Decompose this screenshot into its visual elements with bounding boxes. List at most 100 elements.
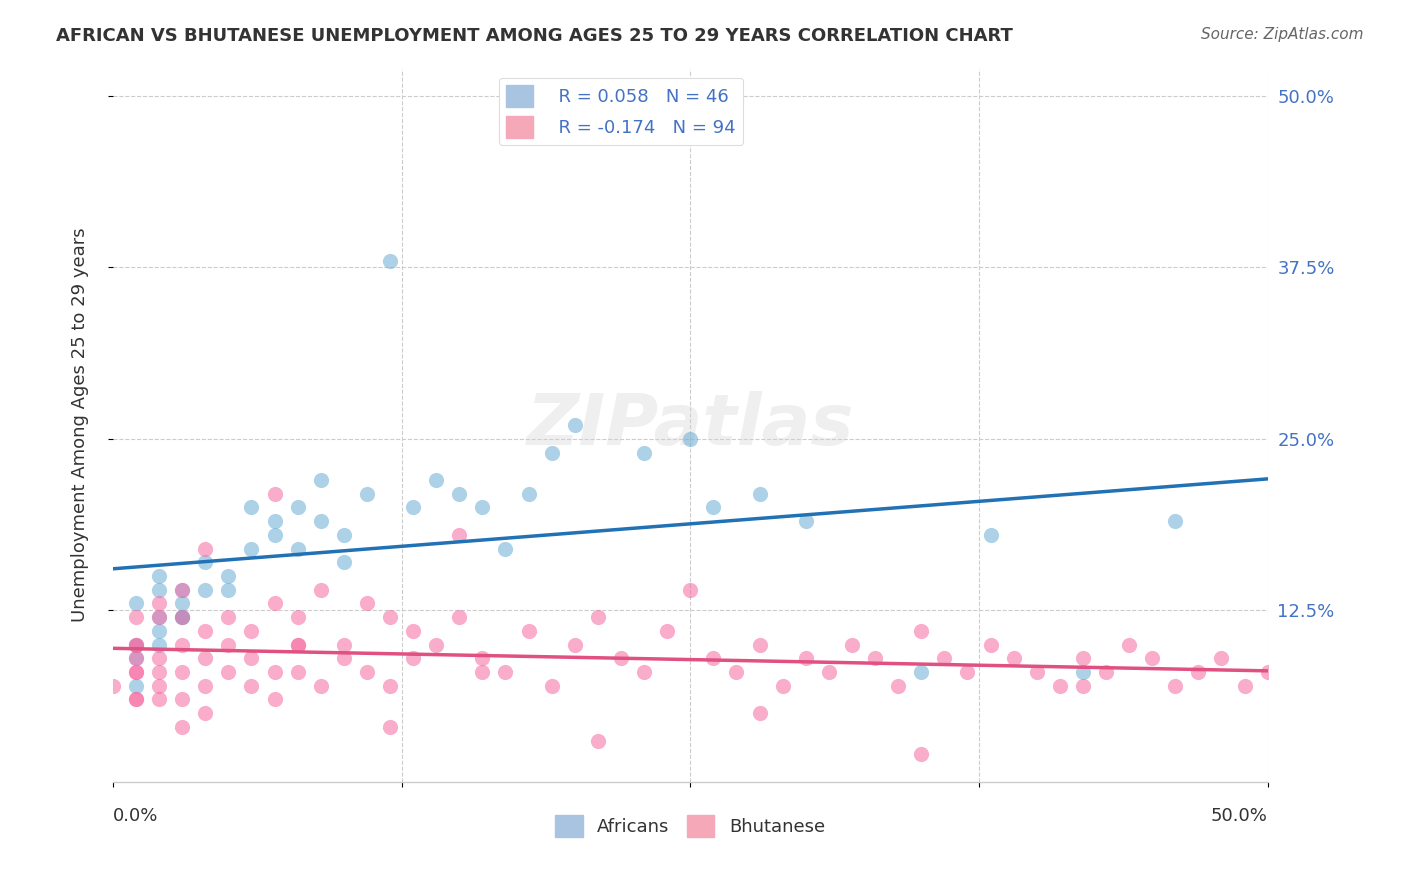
Point (841, 638, 863, 652)
Point (979, 528, 1001, 542)
Point (633, 445, 655, 459)
Point (1164, 679, 1187, 693)
Point (172, 610, 194, 624)
Point (1140, 651, 1163, 665)
Point (263, 486, 285, 500)
Point (240, 624, 263, 638)
Point (148, 679, 170, 693)
Point (263, 528, 285, 542)
Point (194, 582, 217, 597)
Point (586, 610, 609, 624)
Point (378, 720, 401, 734)
Y-axis label: Unemployment Among Ages 25 to 29 years: Unemployment Among Ages 25 to 29 years (72, 227, 89, 623)
Point (125, 596, 148, 610)
Point (356, 486, 378, 500)
Point (217, 610, 239, 624)
Point (125, 638, 148, 652)
Text: 50.0%: 50.0% (1211, 807, 1268, 825)
Point (148, 569, 170, 583)
Text: AFRICAN VS BHUTANESE UNEMPLOYMENT AMONG AGES 25 TO 29 YEARS CORRELATION CHART: AFRICAN VS BHUTANESE UNEMPLOYMENT AMONG … (56, 27, 1014, 45)
Point (1002, 651, 1025, 665)
Legend: Africans, Bhutanese: Africans, Bhutanese (548, 807, 832, 844)
Point (449, 528, 471, 542)
Point (217, 665, 239, 679)
Point (1071, 665, 1094, 679)
Point (125, 665, 148, 679)
Point (702, 651, 724, 665)
Point (194, 651, 217, 665)
Point (495, 541, 517, 556)
Point (287, 665, 309, 679)
Point (240, 679, 263, 693)
Point (125, 651, 148, 665)
Point (287, 638, 309, 652)
Point (517, 486, 540, 500)
Point (402, 500, 425, 515)
Point (748, 638, 770, 652)
Point (540, 445, 562, 459)
Point (172, 610, 194, 624)
Text: ZIPatlas: ZIPatlas (527, 391, 853, 459)
Point (101, 679, 124, 693)
Point (1095, 665, 1118, 679)
Point (1025, 665, 1047, 679)
Point (1211, 651, 1233, 665)
Text: Source: ZipAtlas.com: Source: ZipAtlas.com (1201, 27, 1364, 42)
Point (471, 651, 494, 665)
Point (333, 651, 356, 665)
Point (402, 651, 425, 665)
Point (240, 541, 263, 556)
Point (517, 624, 540, 638)
Point (125, 665, 148, 679)
Point (979, 638, 1001, 652)
Point (910, 747, 932, 762)
Point (333, 528, 356, 542)
Point (702, 500, 724, 515)
Point (125, 638, 148, 652)
Point (148, 610, 170, 624)
Point (172, 610, 194, 624)
Point (817, 665, 839, 679)
Point (172, 582, 194, 597)
Point (333, 638, 356, 652)
Point (309, 679, 332, 693)
Point (125, 638, 148, 652)
Point (263, 514, 285, 528)
Point (148, 582, 170, 597)
Point (378, 679, 401, 693)
Point (1257, 665, 1279, 679)
Point (148, 610, 170, 624)
Point (564, 418, 586, 433)
Point (263, 692, 285, 706)
Text: 0.0%: 0.0% (112, 807, 159, 825)
Point (748, 706, 770, 720)
Point (1118, 638, 1140, 652)
Point (125, 692, 148, 706)
Point (794, 514, 817, 528)
Point (240, 651, 263, 665)
Point (333, 555, 356, 569)
Point (194, 679, 217, 693)
Point (540, 679, 562, 693)
Point (172, 665, 194, 679)
Point (356, 665, 378, 679)
Point (309, 582, 332, 597)
Point (586, 733, 609, 747)
Point (217, 582, 239, 597)
Point (125, 651, 148, 665)
Point (1164, 514, 1187, 528)
Point (148, 651, 170, 665)
Point (471, 665, 494, 679)
Point (194, 624, 217, 638)
Point (287, 500, 309, 515)
Point (425, 473, 447, 487)
Point (887, 679, 910, 693)
Point (1071, 651, 1094, 665)
Point (633, 665, 655, 679)
Point (263, 596, 285, 610)
Point (564, 638, 586, 652)
Point (934, 651, 956, 665)
Point (309, 514, 332, 528)
Point (1071, 679, 1094, 693)
Point (1187, 665, 1209, 679)
